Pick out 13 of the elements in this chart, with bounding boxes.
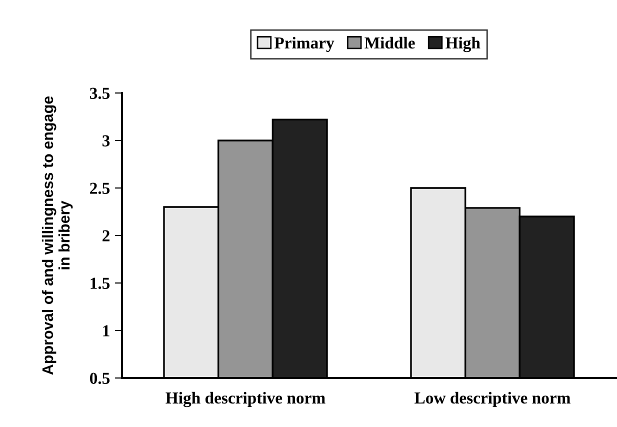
y-tick-label: 0.5 <box>90 372 110 384</box>
x-tick-label: Low descriptive norm <box>414 392 570 408</box>
y-tick-label: 1 <box>103 325 110 336</box>
legend-label: Middle <box>364 36 415 49</box>
legend-label: High <box>446 36 480 52</box>
x-tick-label: High descriptive norm <box>166 392 326 408</box>
y-tick-label: 3.5 <box>90 88 110 100</box>
y-tick-label: 3 <box>102 135 110 146</box>
y-tick-label: 1.5 <box>90 278 110 290</box>
legend-label: Primary <box>274 36 334 52</box>
y-tick-label: 2 <box>102 230 110 242</box>
y-axis-title: Approval of and willingness to engage in bribery <box>42 96 73 375</box>
y-tick-label: 2.5 <box>90 182 110 194</box>
